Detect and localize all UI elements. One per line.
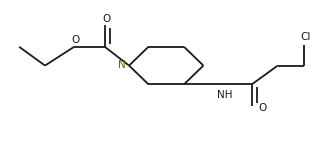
Text: O: O xyxy=(258,103,266,113)
Text: NH: NH xyxy=(217,90,232,100)
Text: O: O xyxy=(72,35,80,45)
Text: O: O xyxy=(102,14,111,24)
Text: Cl: Cl xyxy=(300,32,310,42)
Text: N: N xyxy=(118,60,126,70)
